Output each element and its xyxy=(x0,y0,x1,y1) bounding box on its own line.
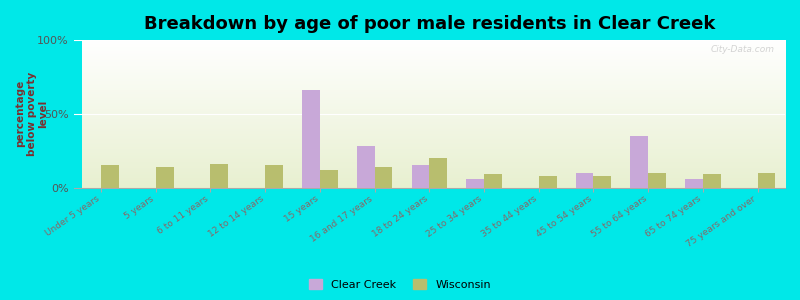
Legend: Clear Creek, Wisconsin: Clear Creek, Wisconsin xyxy=(305,275,495,294)
Bar xyxy=(411,165,430,188)
Bar xyxy=(538,176,557,188)
Bar xyxy=(466,179,484,188)
Bar xyxy=(758,173,775,188)
Bar xyxy=(630,136,648,188)
Bar xyxy=(648,173,666,188)
Y-axis label: percentage
below poverty
level: percentage below poverty level xyxy=(15,72,48,156)
Bar xyxy=(156,167,174,188)
Bar xyxy=(594,176,611,188)
Bar xyxy=(374,167,392,188)
Bar xyxy=(703,174,721,188)
Bar xyxy=(210,164,228,188)
Title: Breakdown by age of poor male residents in Clear Creek: Breakdown by age of poor male residents … xyxy=(144,15,715,33)
Bar xyxy=(484,174,502,188)
Bar xyxy=(576,173,594,188)
Bar xyxy=(430,158,447,188)
Bar xyxy=(302,90,320,188)
Bar xyxy=(101,165,118,188)
Bar xyxy=(320,170,338,188)
Bar xyxy=(265,165,283,188)
Bar xyxy=(357,146,374,188)
Text: City-Data.com: City-Data.com xyxy=(710,44,774,53)
Bar xyxy=(685,179,703,188)
